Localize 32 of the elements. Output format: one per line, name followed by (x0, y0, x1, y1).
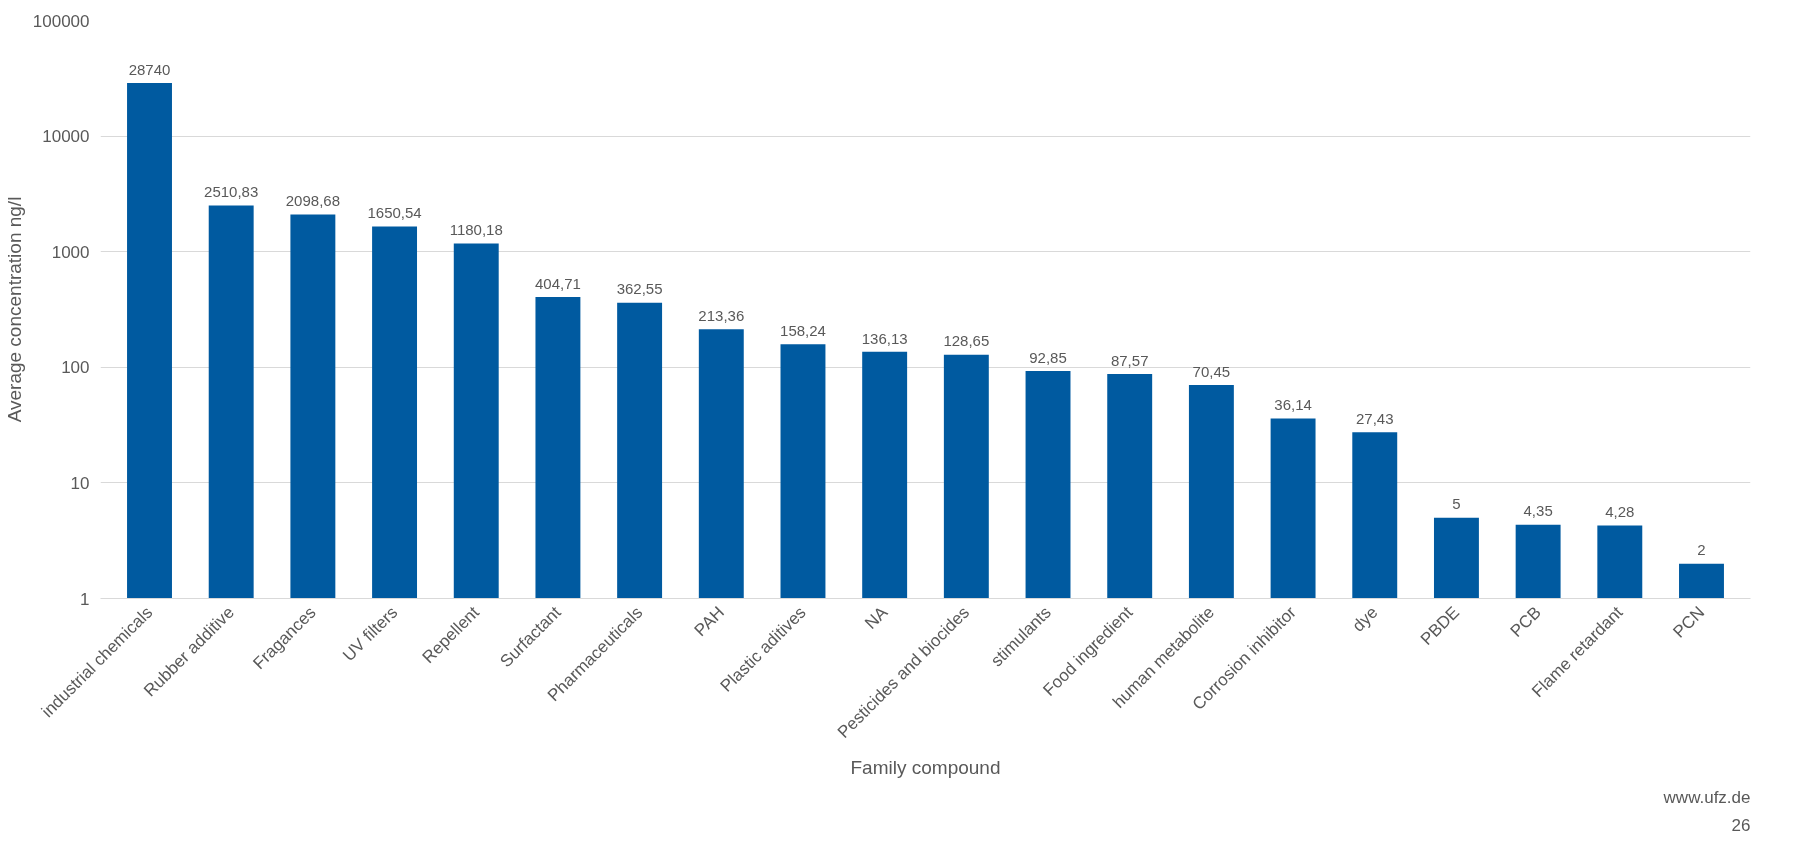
text: 26 (1731, 815, 1751, 835)
y-tick-label: 10 (70, 473, 90, 493)
text: www.ufz.de (1662, 787, 1751, 807)
x-tick-label: NA (861, 602, 892, 633)
data-label: 1180,18 (449, 221, 503, 239)
y-axis-title: Average concentration ng/l (3, 196, 25, 423)
data-label: 92,85 (1029, 348, 1067, 366)
data-label: 36,14 (1274, 396, 1312, 414)
data-label: 4,35 (1523, 502, 1553, 520)
data-label: 70,45 (1192, 362, 1231, 380)
data-label: 27,43 (1355, 409, 1394, 427)
data-label: 128,65 (943, 332, 990, 350)
data-label: 404,71 (534, 274, 581, 292)
x-axis-title: Family compound (850, 756, 1001, 778)
data-label: 4,28 (1605, 503, 1635, 521)
y-tick-label: 1 (80, 589, 90, 609)
data-label: 28740 (128, 60, 171, 78)
data-label: 2510,83 (204, 183, 259, 201)
y-tick-label: 1000 (51, 242, 90, 262)
data-label: 2098,68 (285, 192, 340, 210)
y-tick-label: 100000 (32, 11, 90, 31)
data-label: 87,57 (1110, 351, 1149, 369)
data-label: 5 (1452, 495, 1461, 513)
data-label: 158,24 (780, 321, 826, 339)
y-tick-label: 10000 (42, 127, 90, 147)
data-label: 2 (1697, 541, 1706, 559)
x-tick-label: dye (1348, 602, 1382, 636)
data-label: 1650,54 (367, 204, 422, 222)
y-tick-label: 100 (61, 358, 90, 378)
data-label: 213,36 (698, 306, 745, 324)
data-label: 362,55 (616, 280, 663, 298)
data-label: 136,13 (861, 329, 908, 347)
